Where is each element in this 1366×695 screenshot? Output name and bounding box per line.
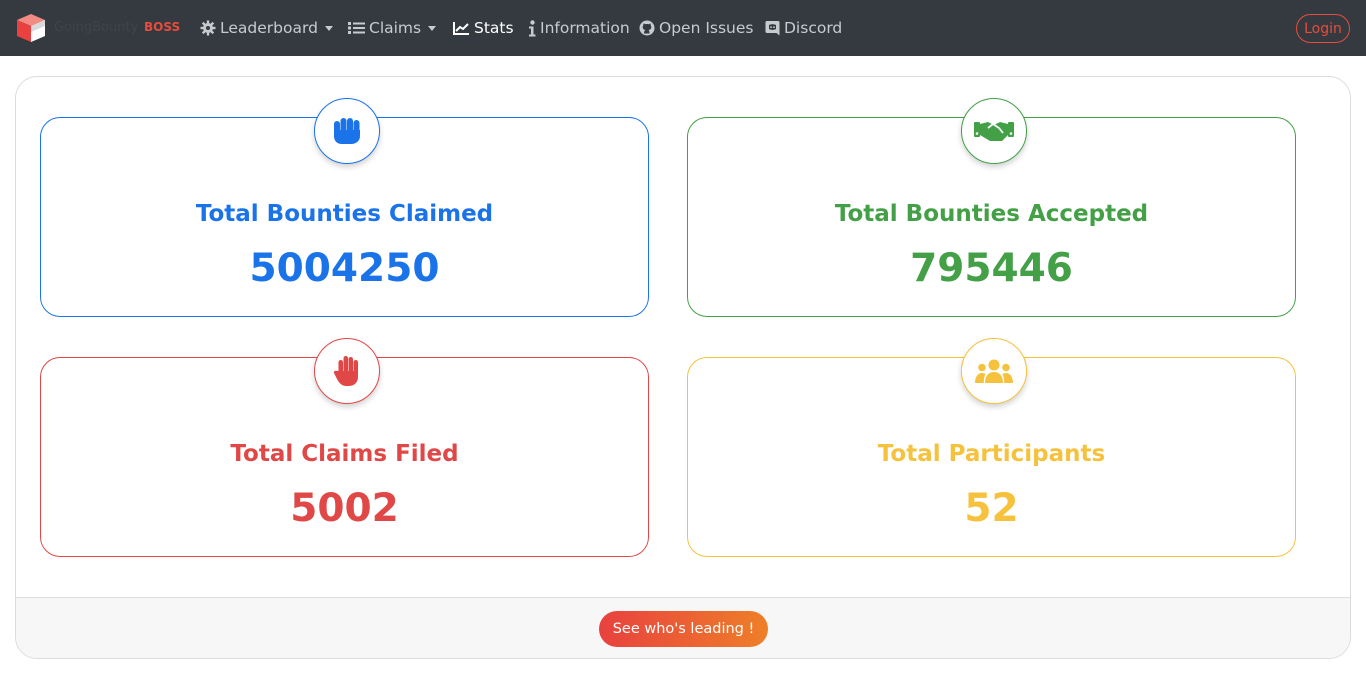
- nav-stats[interactable]: Stats: [453, 17, 514, 39]
- stat-value: 5004250: [249, 246, 440, 291]
- stat-title: Total Bounties Claimed: [195, 201, 494, 227]
- nav-open-issues[interactable]: Open Issues: [639, 17, 753, 39]
- navbar: GoingBounty BOSS Leaderboard Claims: [0, 0, 1366, 56]
- chevron-down-icon: [324, 26, 333, 31]
- see-leading-button[interactable]: See who's leading !: [599, 611, 768, 647]
- cog-icon: [200, 20, 216, 36]
- stat-value: 52: [964, 486, 1019, 531]
- stat-card-bounties-claimed: Total Bounties Claimed 5004250: [40, 98, 649, 317]
- nav-information[interactable]: Information: [528, 17, 630, 39]
- brand-badge: BOSS: [144, 20, 181, 34]
- github-icon: [639, 20, 655, 36]
- nav-information-label: Information: [540, 19, 630, 37]
- nav-discord[interactable]: Discord: [765, 17, 842, 39]
- nav-discord-label: Discord: [784, 19, 843, 37]
- stat-card-claims-filed: Total Claims Filed 5002: [40, 338, 649, 557]
- chart-line-icon: [453, 22, 469, 35]
- users-icon: [975, 359, 1013, 383]
- discord-icon: [765, 21, 780, 36]
- nav-claims-label: Claims: [369, 19, 422, 37]
- stat-card-participants: Total Participants 52: [687, 338, 1296, 557]
- info-icon: [529, 19, 536, 36]
- login-button[interactable]: Login: [1296, 14, 1350, 43]
- nav-open-issues-label: Open Issues: [659, 19, 754, 37]
- stat-title: Total Participants: [877, 441, 1106, 467]
- nav-leaderboard-label: Leaderboard: [220, 19, 318, 37]
- stat-icon-badge: [961, 338, 1027, 404]
- stat-icon-badge: [961, 98, 1027, 164]
- stat-icon-badge: [314, 338, 380, 404]
- nav-claims[interactable]: Claims: [348, 17, 437, 39]
- brand[interactable]: GoingBounty BOSS: [14, 12, 180, 44]
- raised-hand-icon: [333, 356, 358, 386]
- stat-icon-badge: [314, 98, 380, 164]
- stats-card-footer: See who's leading !: [16, 597, 1350, 658]
- stat-value: 5002: [290, 486, 399, 531]
- handshake-icon: [974, 122, 1014, 141]
- list-icon: [348, 22, 365, 34]
- chevron-down-icon: [428, 26, 437, 31]
- stat-card-bounties-accepted: Total Bounties Accepted 795446: [687, 98, 1296, 317]
- nav-leaderboard[interactable]: Leaderboard: [200, 17, 333, 39]
- brand-name: GoingBounty: [54, 20, 139, 35]
- stat-title: Total Bounties Accepted: [834, 201, 1149, 227]
- stat-value: 795446: [910, 246, 1073, 291]
- stat-title: Total Claims Filed: [230, 441, 459, 467]
- brand-logo-icon: [17, 14, 45, 42]
- fist-icon: [334, 118, 360, 144]
- nav-stats-label: Stats: [474, 19, 514, 37]
